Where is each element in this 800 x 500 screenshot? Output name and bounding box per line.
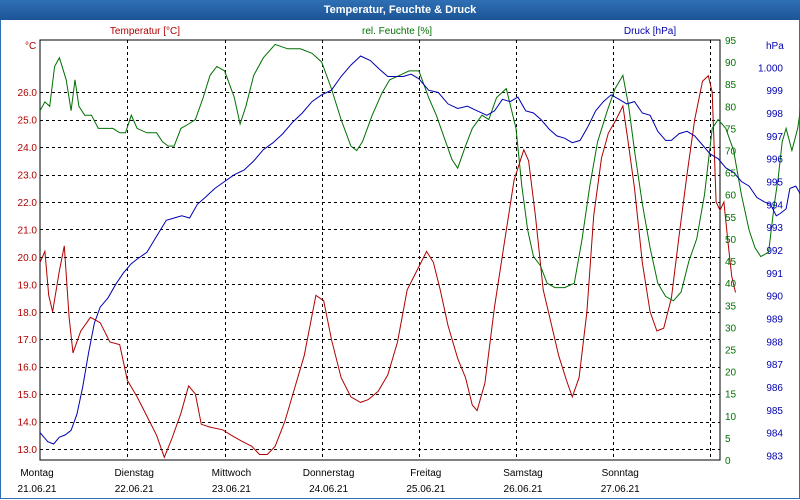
temperature-tick-label: 25.0 [18,116,38,127]
humidity-tick-label: 70 [725,147,737,158]
day-name-label: Montag [20,468,53,479]
temperature-tick-label: 14.0 [18,418,38,429]
pressure-tick-label: 993 [766,223,783,234]
pressure-tick-label: 990 [766,292,783,303]
humidity-axis-title: rel. Feuchte [%] [362,26,432,37]
humidity-tick-label: 20 [725,368,737,379]
series-line-temperature [39,74,736,459]
chart-title: Temperatur, Feuchte & Druck [0,0,800,20]
day-date-label: 23.06.21 [212,484,251,495]
day-name-label: Dienstag [114,468,153,479]
humidity-tick-label: 5 [725,434,731,445]
pressure-tick-label: 989 [766,314,783,325]
temperature-tick-label: 26.0 [18,88,38,99]
pressure-tick-label: 985 [766,406,783,417]
axes: 13.0 14.0 15.0 16.0 17.0 18.0 19.0 20.0 21.0 22.0… [18,26,785,495]
temperature-axis-title: Temperatur [°C] [110,26,180,37]
temperature-tick-label: 21.0 [18,225,38,236]
humidity-tick-label: 85 [725,80,737,91]
day-name-label: Sonntag [602,468,639,479]
humidity-tick-label: 60 [725,191,737,202]
temperature-tick-label: 17.0 [18,335,38,346]
day-date-label: 25.06.21 [406,484,445,495]
humidity-tick-label: 25 [725,345,737,356]
plot-area [39,39,721,461]
pressure-tick-label: 987 [766,360,783,371]
temperature-tick-label: 20.0 [18,253,38,264]
humidity-tick-label: 50 [725,235,737,246]
day-date-label: 24.06.21 [309,484,348,495]
series-line-pressure [39,55,800,445]
humidity-tick-label: 55 [725,213,737,224]
temperature-tick-label: 16.0 [18,363,38,374]
temperature-tick-label: 23.0 [18,171,38,182]
day-name-label: Donnerstag [303,468,355,479]
humidity-tick-label: 95 [725,36,737,47]
humidity-tick-label: 0 [725,456,731,467]
pressure-tick-label: 997 [766,132,783,143]
pressure-tick-label: 988 [766,337,783,348]
day-date-label: 21.06.21 [18,484,57,495]
temperature-tick-label: 24.0 [18,143,38,154]
pressure-tick-label: 995 [766,178,783,189]
pressure-tick-label: 983 [766,451,783,462]
grid [39,39,721,461]
temperature-tick-label: 13.0 [18,445,38,456]
temperature-tick-label: 19.0 [18,280,38,291]
pressure-tick-label: 991 [766,269,783,280]
humidity-tick-label: 80 [725,102,737,113]
humidity-tick-label: 90 [725,58,737,69]
humidity-tick-label: 65 [725,169,737,180]
day-name-label: Freitag [410,468,441,479]
pressure-tick-label: 992 [766,246,783,257]
series-line-humidity [39,43,800,302]
pressure-tick-label: 998 [766,109,783,120]
humidity-tick-label: 35 [725,301,737,312]
pressure-tick-label: 986 [766,383,783,394]
series-lines [39,43,800,459]
day-date-label: 22.06.21 [115,484,154,495]
humidity-tick-label: 30 [725,323,737,334]
temperature-tick-label: 15.0 [18,390,38,401]
pressure-tick-label: 1.000 [758,63,783,74]
temperature-tick-label: 22.0 [18,198,38,209]
day-date-label: 26.06.21 [504,484,543,495]
day-date-label: 27.06.21 [601,484,640,495]
pressure-tick-label: 994 [766,200,783,211]
temperature-tick-label: 18.0 [18,308,38,319]
pressure-unit-label: hPa [766,41,784,52]
pressure-tick-label: 996 [766,155,783,166]
pressure-axis-title: Druck [hPa] [624,26,676,37]
temperature-unit-label: °C [25,41,36,52]
pressure-tick-label: 984 [766,429,783,440]
humidity-tick-label: 75 [725,124,737,135]
humidity-tick-label: 10 [725,412,737,423]
humidity-tick-label: 15 [725,390,737,401]
pressure-tick-label: 999 [766,86,783,97]
day-name-label: Mittwoch [212,468,251,479]
humidity-tick-label: 45 [725,257,737,268]
humidity-tick-label: 40 [725,279,737,290]
day-name-label: Samstag [503,468,542,479]
